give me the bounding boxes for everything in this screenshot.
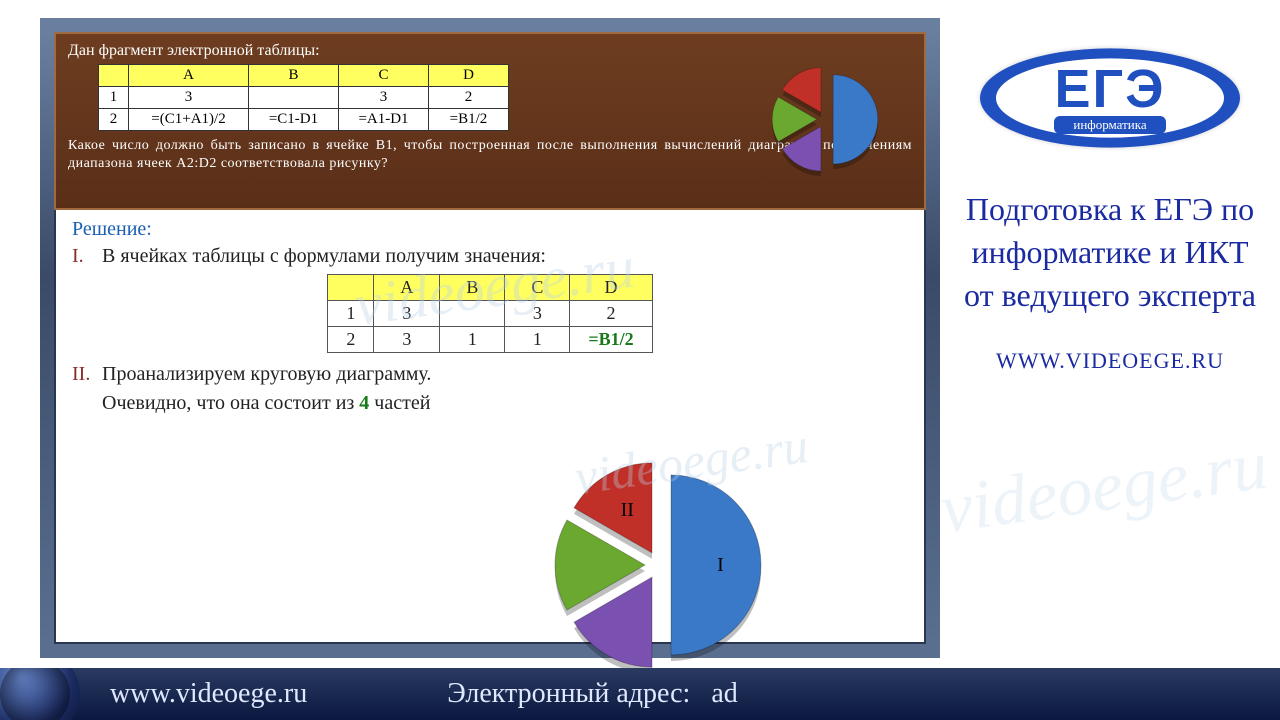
- parts-count: 4: [359, 392, 369, 414]
- roman-2: II.: [72, 363, 94, 386]
- table-row: 2 =(C1+A1)/2 =C1-D1 =A1-D1 =B1/2: [99, 109, 509, 131]
- col-c: C: [339, 65, 429, 87]
- col-b: B: [249, 65, 339, 87]
- big-pie-chart: III: [484, 450, 804, 680]
- logo-subtitle: информатика: [1054, 116, 1166, 134]
- logo: ЕГЭ информатика: [980, 18, 1240, 178]
- footer-bar: www.videoege.ru Электронный адрес: ad: [0, 668, 1280, 720]
- step-2: II. Проанализируем круговую диаграмму.: [72, 363, 908, 386]
- col-blank: [99, 65, 129, 87]
- svg-text:I: I: [717, 554, 724, 576]
- step-1: I. В ячейках таблицы с формулами получим…: [72, 245, 908, 268]
- mini-pie-chart: [740, 56, 910, 186]
- table-row: 1 3 3 2: [99, 87, 509, 109]
- globe-icon: [0, 668, 80, 720]
- promo-text: Подготовка к ЕГЭ по информатике и ИКТ от…: [960, 188, 1260, 318]
- right-column: ЕГЭ информатика Подготовка к ЕГЭ по инфо…: [960, 18, 1260, 658]
- svg-text:II: II: [621, 499, 634, 521]
- problem-table: A B C D 1 3 3 2 2 =(C1+A1)/2 =C1-D1 =A1-…: [98, 64, 509, 131]
- logo-text: ЕГЭ: [980, 58, 1240, 120]
- table-row: A B C D: [99, 65, 509, 87]
- table-row: A B C D: [328, 275, 652, 301]
- footer-email: Электронный адрес: ad: [447, 678, 738, 710]
- step2-text: Проанализируем круговую диаграмму.: [102, 363, 431, 386]
- watermark: videoege.ru: [936, 426, 1272, 551]
- table-row: 1 3 3 2: [328, 301, 652, 327]
- site-link[interactable]: WWW.VIDEOEGE.RU: [960, 348, 1260, 374]
- whiteboard: Дан фрагмент электронной таблицы: A B C …: [40, 18, 940, 658]
- table-row: 2 3 1 1 =B1/2: [328, 327, 652, 353]
- solution-heading: Решение:: [72, 218, 908, 241]
- problem-panel: Дан фрагмент электронной таблицы: A B C …: [54, 32, 926, 210]
- solution-area: Решение: I. В ячейках таблицы с формулам…: [54, 210, 926, 644]
- step2-line2: Очевидно, что она состоит из 4 частей: [102, 392, 482, 415]
- solution-table: A B C D 1 3 3 2 2 3 1 1 =B1/2: [327, 274, 652, 353]
- col-a: A: [129, 65, 249, 87]
- col-d: D: [429, 65, 509, 87]
- roman-1: I.: [72, 245, 94, 268]
- footer-site[interactable]: www.videoege.ru: [110, 678, 307, 710]
- step1-text: В ячейках таблицы с формулами получим зн…: [102, 245, 546, 268]
